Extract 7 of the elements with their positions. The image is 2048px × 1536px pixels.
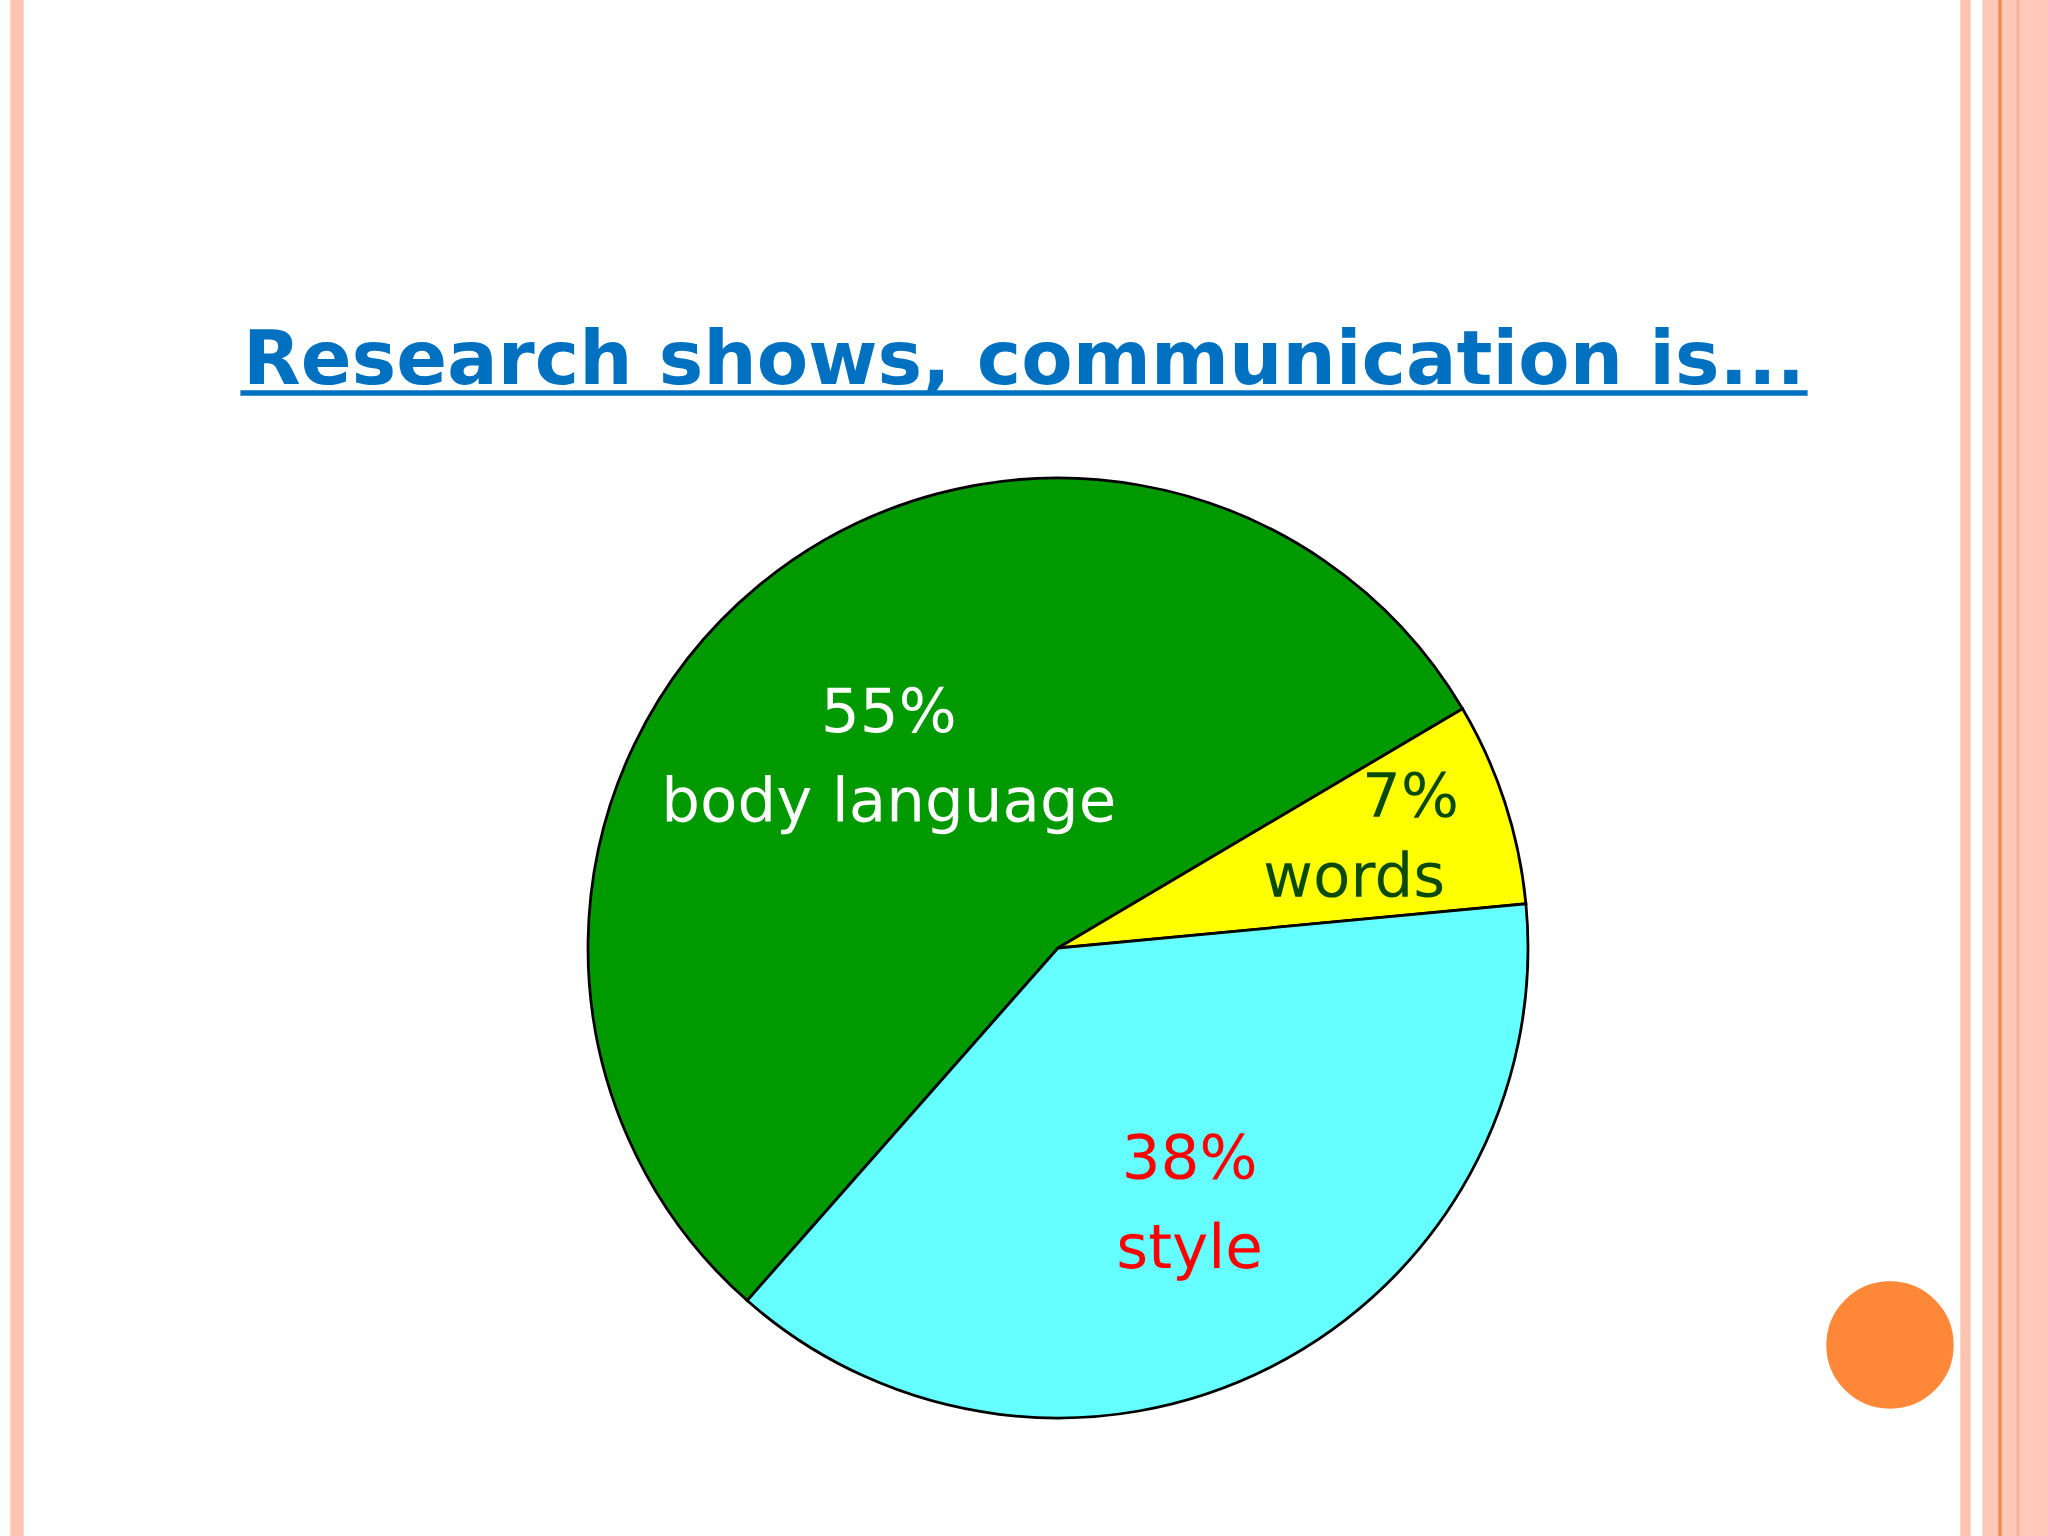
- data-label: 7%: [1367, 771, 1456, 818]
- slice-label: body language: [666, 775, 1114, 835]
- chart-title: Research shows, communication is...: [249, 327, 1798, 395]
- slice-label: words: [1265, 850, 1443, 898]
- data-label: 38%: [1126, 1133, 1255, 1180]
- data-label: 55%: [825, 686, 954, 734]
- slice-label: style: [1119, 1221, 1260, 1281]
